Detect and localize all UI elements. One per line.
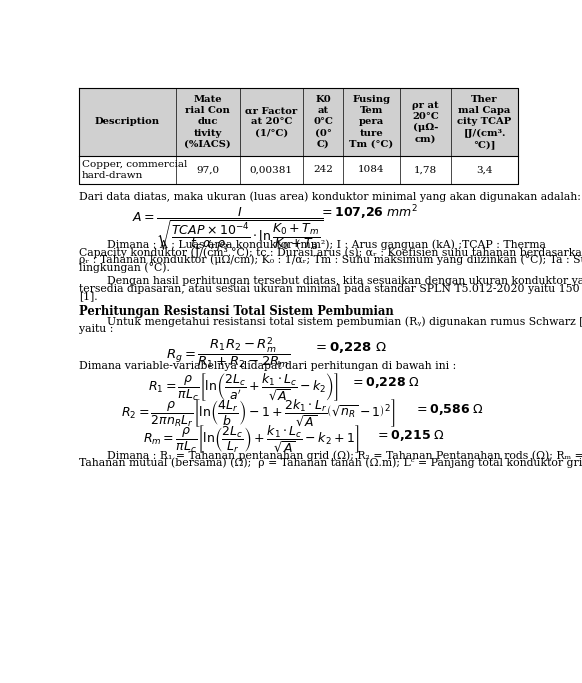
Text: Untuk mengetahui resistansi total sistem pembumian (Rᵧ) digunakan rumus Schwarz : Untuk mengetahui resistansi total sistem…: [79, 316, 582, 326]
Text: $\boldsymbol{R_2} = \dfrac{\rho}{2\pi n_R L_r}\left[\ln\!\left(\dfrac{4L_r}{b}\r: $\boldsymbol{R_2} = \dfrac{\rho}{2\pi n_…: [122, 398, 396, 430]
Text: $\boldsymbol{R_m} = \dfrac{\rho}{\pi L_c}\left[\ln\!\left(\dfrac{2L_c}{L_r}\righ: $\boldsymbol{R_m} = \dfrac{\rho}{\pi L_c…: [143, 424, 359, 456]
Text: Perhitungan Resistansi Total Sistem Pembumian: Perhitungan Resistansi Total Sistem Pemb…: [79, 305, 393, 318]
Text: 1,78: 1,78: [414, 165, 437, 174]
Text: ρᵣ : Tahanan konduktor (μΩ/cm); K₀ : 1/αᵣ; Tm : Suhu maksimum yang diizinkan (°C: ρᵣ : Tahanan konduktor (μΩ/cm); K₀ : 1/α…: [79, 255, 582, 265]
Text: Fusing
Tem
pera
ture
Tm (°C): Fusing Tem pera ture Tm (°C): [349, 96, 393, 149]
Text: Dimana : A : Luas area konduktor (mm²); I : Arus ganguan (kA) ;TCAP : Therma: Dimana : A : Luas area konduktor (mm²); …: [79, 239, 546, 249]
Text: 242: 242: [313, 165, 333, 174]
Text: Ther
mal Capa
city TCAP
[J/(cm³.
°C)]: Ther mal Capa city TCAP [J/(cm³. °C)]: [457, 95, 512, 149]
Text: αr Factor
at 20°C
(1/°C): αr Factor at 20°C (1/°C): [245, 107, 297, 137]
Text: 3,4: 3,4: [476, 165, 493, 174]
Text: 1084: 1084: [359, 165, 385, 174]
Text: $= \mathbf{0{,}228}\ \Omega$: $= \mathbf{0{,}228}\ \Omega$: [350, 376, 420, 390]
Text: $= \mathbf{0{,}215}\ \Omega$: $= \mathbf{0{,}215}\ \Omega$: [375, 428, 445, 443]
Text: [1].: [1].: [79, 292, 98, 301]
Text: ρr at
20°C
(μΩ-
cm): ρr at 20°C (μΩ- cm): [413, 101, 439, 143]
Text: Dimana variable-variabelnya didapat dari perhitungan di bawah ini :: Dimana variable-variabelnya didapat dari…: [79, 361, 456, 371]
Text: $\boldsymbol{R_1} = \dfrac{\rho}{\pi L_c}\left[\ln\!\left(\dfrac{2L_c}{a'} + \df: $\boldsymbol{R_1} = \dfrac{\rho}{\pi L_c…: [148, 372, 339, 404]
Text: $\boldsymbol{R_g} = \dfrac{R_1 R_2 - R_m^2}{R_1 + R_2 - 2R_m}$: $\boldsymbol{R_g} = \dfrac{R_1 R_2 - R_m…: [166, 336, 290, 372]
Text: Description: Description: [95, 117, 160, 126]
Text: $= \mathbf{0{,}586}\ \Omega$: $= \mathbf{0{,}586}\ \Omega$: [414, 402, 484, 417]
FancyBboxPatch shape: [79, 88, 517, 156]
Text: Copper, commercial
hard-drawn: Copper, commercial hard-drawn: [82, 160, 187, 180]
Text: yaitu :: yaitu :: [79, 324, 113, 334]
Text: $= \mathbf{0{,}228}\ \Omega$: $= \mathbf{0{,}228}\ \Omega$: [313, 340, 387, 355]
Text: Mate
rial Con
duc
tivity
(%IACS): Mate rial Con duc tivity (%IACS): [184, 96, 231, 149]
Text: 97,0: 97,0: [196, 165, 219, 174]
Text: Dengan hasil perhitungan tersebut diatas, kita sesuaikan dengan ukuran konduktor: Dengan hasil perhitungan tersebut diatas…: [79, 276, 582, 286]
Text: Tahanan mutual (bersama) (Ω);  ρ = Tahanan tanah (Ω.m); Lᶜ = Panjang total kondu: Tahanan mutual (bersama) (Ω); ρ = Tahana…: [79, 458, 582, 469]
Text: Dari data diatas, maka ukuran (luas area) konduktor minimal yang akan digunakan : Dari data diatas, maka ukuran (luas area…: [79, 191, 581, 202]
Text: tersedia dipasaran, atau sesuai ukuran minimal pada standar SPLN T5.012-2020 yai: tersedia dipasaran, atau sesuai ukuran m…: [79, 283, 582, 294]
Text: K0
at
0°C
(0°
C): K0 at 0°C (0° C): [313, 96, 333, 149]
Text: $= \mathbf{107{,}26}\ mm^2$: $= \mathbf{107{,}26}\ mm^2$: [319, 204, 418, 222]
Text: lingkungan (°C).: lingkungan (°C).: [79, 262, 170, 273]
Text: Capacity konduktor (J/(cm³.°C); tc : Durasi arus (s); αᵣ : Koefisien suhu tahana: Capacity konduktor (J/(cm³.°C); tc : Dur…: [79, 247, 582, 257]
Text: $A = \dfrac{I}{\sqrt{\dfrac{TCAP \times 10^{-4}}{t_c\,\alpha_r\,\rho_r} \cdot \l: $A = \dfrac{I}{\sqrt{\dfrac{TCAP \times …: [132, 205, 324, 253]
Text: 0,00381: 0,00381: [250, 165, 293, 174]
Text: Dimana : R₁ = Tahanan pentanahan grid (Ω); R₂ = Tahanan Pentanahan rods (Ω); Rₘ : Dimana : R₁ = Tahanan pentanahan grid (Ω…: [79, 450, 582, 460]
FancyBboxPatch shape: [79, 156, 517, 184]
